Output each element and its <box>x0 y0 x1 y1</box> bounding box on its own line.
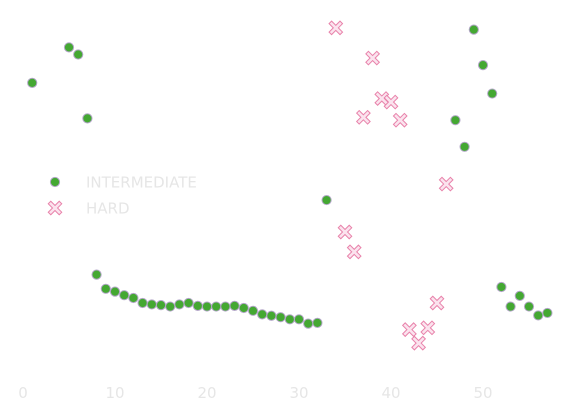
data-point-intermediate-28 <box>312 317 323 328</box>
data-point-intermediate-38 <box>523 301 535 312</box>
data-point-intermediate-16 <box>201 301 213 312</box>
data-point-intermediate-21 <box>247 305 259 316</box>
data-point-hard-10 <box>420 320 436 336</box>
x-tick-label-30: 30 <box>289 384 308 402</box>
legend-label-hard: HARD <box>86 200 130 218</box>
legend: INTERMEDIATE HARD <box>47 174 197 218</box>
data-point-hard-8 <box>401 322 417 338</box>
data-point-intermediate-18 <box>220 301 231 312</box>
data-point-hard-6 <box>383 94 399 110</box>
data-point-intermediate-34 <box>487 88 498 99</box>
data-point-intermediate-24 <box>275 312 286 323</box>
data-point-hard-5 <box>374 91 390 106</box>
data-point-intermediate-32 <box>468 24 479 35</box>
data-point-intermediate-40 <box>542 307 553 319</box>
data-point-hard-0 <box>328 20 344 36</box>
data-point-hard-2 <box>346 244 362 260</box>
data-point-intermediate-4 <box>91 269 102 280</box>
data-point-intermediate-29 <box>321 194 332 206</box>
data-point-intermediate-7 <box>119 290 130 301</box>
data-point-hard-11 <box>429 295 445 311</box>
data-point-intermediate-26 <box>293 314 305 325</box>
data-point-intermediate-20 <box>238 302 249 314</box>
data-point-intermediate-39 <box>533 310 544 321</box>
data-point-hard-9 <box>411 335 427 351</box>
legend-marker-hard <box>47 200 63 216</box>
data-point-intermediate-12 <box>165 301 176 312</box>
data-point-intermediate-31 <box>459 141 470 152</box>
data-point-hard-4 <box>365 50 381 66</box>
data-point-intermediate-11 <box>155 300 167 311</box>
data-point-intermediate-25 <box>284 314 295 325</box>
data-point-intermediate-1 <box>63 42 75 53</box>
data-point-intermediate-23 <box>266 310 277 321</box>
data-point-intermediate-3 <box>82 113 93 124</box>
data-point-intermediate-13 <box>174 299 185 310</box>
legend-marker-intermediate <box>49 176 61 188</box>
data-point-intermediate-19 <box>229 300 240 311</box>
x-tick-label-50: 50 <box>473 384 492 402</box>
data-point-hard-7 <box>392 112 408 128</box>
data-point-hard-1 <box>337 224 353 240</box>
x-tick-label-20: 20 <box>197 384 216 402</box>
x-tick-label-0: 0 <box>18 384 28 402</box>
data-point-intermediate-35 <box>496 281 507 293</box>
data-point-intermediate-14 <box>183 297 194 309</box>
data-point-intermediate-6 <box>109 286 121 297</box>
data-point-intermediate-33 <box>477 60 489 71</box>
legend-label-intermediate: INTERMEDIATE <box>86 174 197 192</box>
data-point-intermediate-8 <box>128 292 139 304</box>
data-point-intermediate-30 <box>450 115 461 126</box>
x-tick-label-40: 40 <box>381 384 400 402</box>
data-point-intermediate-17 <box>211 301 222 312</box>
data-point-hard-3 <box>355 109 371 125</box>
plot-area <box>27 20 553 351</box>
x-axis-ticks: 0 10 20 30 40 50 <box>18 384 492 402</box>
data-point-intermediate-15 <box>192 300 203 311</box>
data-point-intermediate-36 <box>505 301 516 312</box>
data-point-intermediate-10 <box>146 299 157 310</box>
data-point-intermediate-37 <box>514 290 525 301</box>
x-tick-label-10: 10 <box>105 384 124 402</box>
data-point-intermediate-9 <box>137 297 148 309</box>
data-point-intermediate-0 <box>27 77 38 89</box>
data-point-intermediate-5 <box>100 283 111 294</box>
series-hard <box>328 20 454 351</box>
data-point-intermediate-27 <box>303 318 314 329</box>
data-point-intermediate-22 <box>257 309 268 320</box>
series-intermediate <box>27 24 553 329</box>
data-point-intermediate-2 <box>73 49 84 60</box>
data-point-hard-12 <box>438 176 454 192</box>
